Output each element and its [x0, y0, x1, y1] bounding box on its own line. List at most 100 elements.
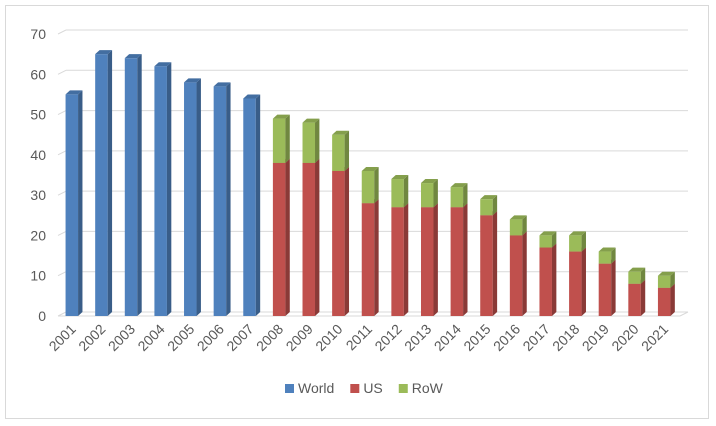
y-tick-labels: 0 10 20 30 40 50 60 70 [30, 26, 46, 324]
bar-row [480, 199, 493, 216]
x-tick-label: 2009 [283, 321, 316, 354]
bar-side-us [463, 203, 468, 316]
bar-us [272, 162, 286, 316]
bar-top-row [361, 166, 379, 171]
bar-row [302, 122, 316, 163]
legend-label-world: World [298, 380, 334, 396]
x-tick-label: 2005 [164, 321, 197, 354]
bar-side-row [315, 118, 320, 163]
x-axis-depth [679, 311, 689, 317]
bar-world [65, 94, 79, 316]
x-tick-label: 2007 [223, 321, 256, 354]
bar-top-row [628, 267, 646, 272]
bar-world [124, 58, 138, 317]
x-tick-label: 2010 [312, 321, 345, 354]
bar-row [332, 134, 345, 171]
bar-us [539, 247, 552, 316]
bar-us [391, 207, 404, 316]
chart-frame [5, 5, 709, 419]
bar-side-row [463, 183, 468, 208]
bar-top-row [480, 195, 498, 200]
x-tick-label: 2014 [431, 321, 464, 354]
bar-top-world [213, 82, 231, 87]
bar-side-us [670, 283, 675, 316]
y-tick-label: 10 [30, 268, 46, 284]
x-tick-label: 2006 [194, 321, 227, 354]
x-tick-label: 2011 [343, 321, 376, 354]
bar-world [213, 86, 227, 316]
gridline-depth [57, 230, 67, 236]
bar-side-us [374, 199, 379, 316]
bar-top-world [65, 90, 83, 95]
bar-world [184, 82, 197, 316]
bar-world [95, 54, 108, 317]
bar-row [272, 118, 286, 163]
bar-side-us [551, 243, 557, 316]
x-tick-label: 2012 [371, 321, 404, 354]
bar-world [154, 66, 167, 316]
bar-top-world [243, 94, 261, 99]
bar-side-world [78, 90, 83, 316]
bar-top-row [391, 175, 409, 180]
bars [65, 50, 675, 317]
bar-world [243, 98, 256, 316]
bar-top-row [272, 114, 290, 119]
bar-us [628, 283, 641, 316]
bar-us [657, 287, 671, 316]
bar-top-row [332, 130, 350, 135]
bar-us [302, 162, 316, 316]
x-tick-label: 2016 [490, 321, 523, 354]
bar-top-row [569, 231, 586, 236]
y-tick-label: 30 [30, 187, 46, 203]
gridline-depth [57, 29, 67, 35]
x-tick-label: 2019 [579, 321, 612, 354]
x-tick-labels: 2001200220032004200520062007200820092010… [46, 321, 672, 354]
bar-side-world [137, 54, 142, 317]
bar-us [361, 203, 375, 316]
gridline-depth [57, 190, 67, 196]
bar-side-us [344, 166, 350, 316]
legend-swatch-world [285, 384, 294, 393]
bar-row [569, 235, 582, 252]
bar-side-us [315, 158, 320, 316]
bar-side-row [492, 195, 498, 216]
bar-top-row [302, 118, 320, 123]
bar-side-world [196, 78, 201, 316]
bar-row [361, 170, 375, 204]
bar-side-us [581, 247, 586, 316]
bar-side-us [285, 158, 290, 316]
y-tick-label: 70 [30, 26, 46, 42]
legend-swatch-row [398, 384, 408, 393]
bar-row [598, 251, 612, 264]
y-tick-label: 40 [30, 147, 46, 163]
x-tick-label: 2008 [253, 321, 286, 354]
bar-top-world [154, 62, 172, 67]
bar-us [480, 215, 493, 316]
bar-side-us [611, 259, 616, 316]
bar-side-row [581, 231, 586, 252]
bar-side-row [551, 231, 557, 248]
bar-row [391, 179, 404, 208]
bar-side-us [522, 231, 527, 316]
bar-row [509, 219, 523, 236]
bar-row [420, 183, 434, 208]
bar-top-row [598, 247, 616, 252]
bar-side-us [640, 279, 646, 316]
bar-top-row [450, 183, 468, 188]
x-tick-label: 2020 [608, 321, 641, 354]
bar-side-world [166, 62, 172, 316]
x-tick-label: 2013 [401, 321, 434, 354]
legend: World US RoW [285, 380, 444, 396]
legend-label-us: US [363, 380, 382, 396]
legend-swatch-us [350, 384, 360, 393]
bar-side-row [403, 175, 409, 208]
y-tick-label: 20 [30, 227, 46, 243]
bar-top-world [95, 50, 113, 55]
bar-side-row [374, 166, 379, 204]
x-tick-label: 2004 [134, 321, 167, 354]
gridline-depth [57, 150, 67, 156]
bar-row [628, 271, 641, 284]
bar-us [450, 207, 464, 316]
bar-side-us [433, 203, 438, 316]
